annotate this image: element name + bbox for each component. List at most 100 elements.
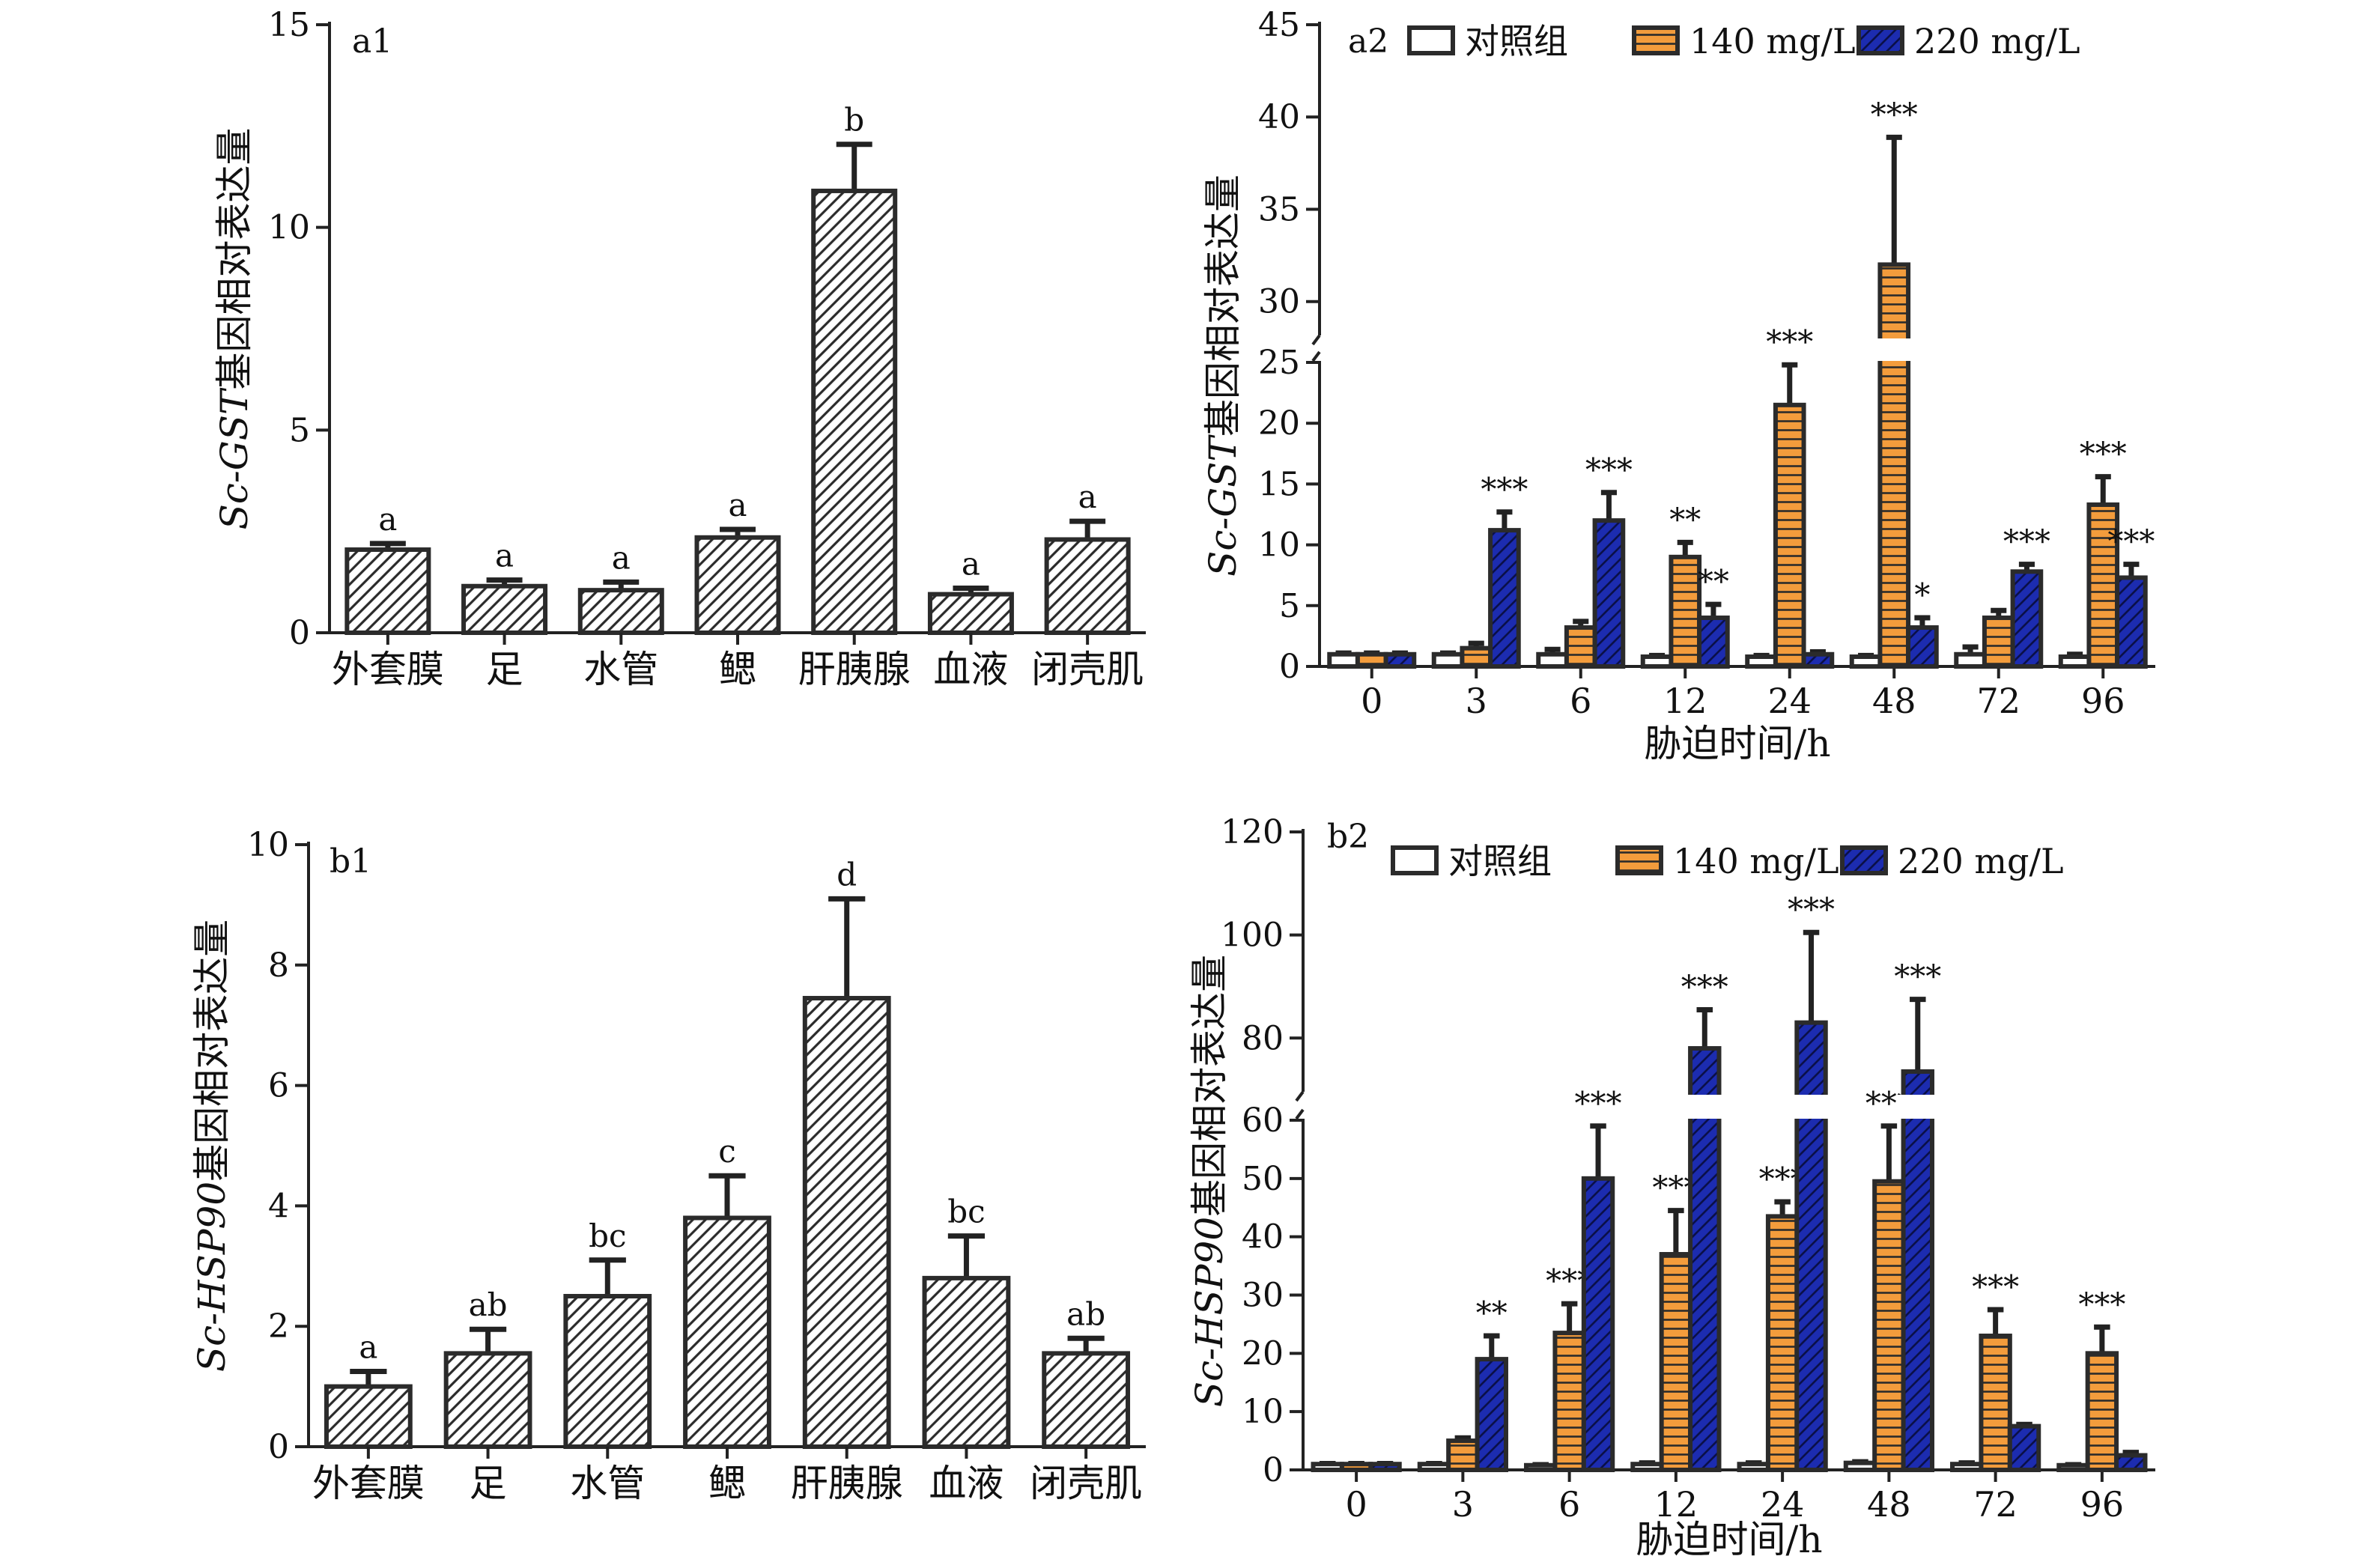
y-tick-label: 35 [1258, 190, 1300, 228]
legend-label: 对照组 [1465, 21, 1568, 61]
bar [1773, 402, 1806, 669]
bar [802, 996, 891, 1449]
y-axis-label: Sc-HSP90基因相对表达量 [190, 920, 234, 1372]
bar [811, 188, 898, 636]
y-axis-label: Sc-HSP90基因相对表达量 [1188, 955, 1231, 1407]
x-tick-label: 鳃 [719, 648, 756, 691]
significance-mark: *** [1766, 323, 1813, 360]
bar [1327, 651, 1360, 669]
y-tick-label: 0 [268, 1428, 289, 1466]
significance-letter: a [378, 501, 397, 538]
x-tick-label: 6 [1570, 681, 1591, 721]
bar [1849, 654, 1883, 669]
panel-label: b1 [330, 842, 371, 881]
bar [1044, 537, 1131, 636]
significance-letter: b [844, 102, 864, 139]
bar [1339, 1462, 1373, 1473]
x-tick-label: 0 [1361, 681, 1382, 721]
bar [1659, 1252, 1693, 1473]
x-tick-label: 96 [2081, 681, 2125, 721]
bar [1524, 1462, 1558, 1472]
significance-mark: *** [1894, 958, 1941, 995]
axis-break-gap [1895, 1095, 1940, 1119]
y-tick-label: 0 [1263, 1451, 1284, 1489]
y-axis-label-text: 基因相对表达量 [1188, 955, 1231, 1217]
bar [1460, 645, 1493, 669]
bar [1355, 651, 1388, 669]
bar [927, 592, 1014, 635]
y-tick-label: 25 [1258, 344, 1300, 382]
panel-label: b2 [1327, 818, 1369, 856]
significance-mark: *** [1575, 1085, 1622, 1122]
x-tick-label: 3 [1466, 681, 1487, 721]
bar [1640, 654, 1674, 669]
bar [2085, 1351, 2119, 1473]
y-tick-label: 20 [1258, 404, 1300, 443]
significance-mark: *** [1972, 1268, 2019, 1305]
y-axis-label-text: 基因相对表达量 [213, 128, 256, 390]
bar [1872, 1179, 1906, 1472]
bar [2115, 575, 2148, 669]
axis-break-gap [1683, 1095, 1727, 1119]
panel-label: a2 [1348, 22, 1388, 61]
x-tick-label: 足 [470, 1462, 507, 1505]
bar [922, 1275, 1011, 1449]
significance-mark: *** [1585, 452, 1633, 488]
axis-break-gap [1872, 338, 1916, 361]
bar [2058, 654, 2092, 669]
legend-swatch [1632, 25, 1680, 55]
y-tick-label: 10 [247, 826, 289, 864]
bar [1697, 616, 1730, 669]
y-axis-label-text: 基因相对表达量 [1201, 174, 1245, 437]
bar [1536, 651, 1569, 669]
y-tick-label: 100 [1221, 917, 1284, 955]
bar [1745, 654, 1778, 669]
y-tick-label: 8 [268, 946, 289, 985]
bar [1383, 651, 1417, 669]
x-tick-label: 0 [1345, 1484, 1367, 1525]
y-tick-label: 2 [268, 1307, 289, 1346]
bar [2010, 569, 2044, 669]
y-axis-label: Sc-GST基因相对表达量 [1201, 174, 1245, 577]
significance-mark: ** [1476, 1295, 1508, 1331]
bar [1488, 528, 1521, 669]
legend-label: 220 mg/L [1898, 841, 2064, 881]
x-axis-label: 胁迫时间/h [1636, 1518, 1822, 1561]
y-tick-label: 20 [1242, 1334, 1284, 1373]
x-tick-label: 肝胰腺 [798, 648, 911, 691]
axis-break-mark [1295, 1108, 1305, 1120]
bar [1581, 1176, 1615, 1473]
bar [1954, 651, 1987, 669]
y-tick-label: 6 [268, 1067, 289, 1105]
x-tick-label: 外套膜 [332, 648, 444, 691]
bar [461, 583, 548, 635]
y-tick-label: 30 [1242, 1277, 1284, 1315]
x-tick-label: 血液 [929, 1462, 1004, 1505]
significance-letter: a [612, 539, 631, 576]
axis-break-gap [1789, 1095, 1833, 1119]
significance-mark: ** [1669, 501, 1701, 538]
x-tick-label: 鳃 [708, 1462, 746, 1505]
y-tick-label: 80 [1242, 1019, 1284, 1057]
bar [1417, 1462, 1451, 1473]
bar [1552, 1331, 1586, 1473]
bar [1843, 1460, 1877, 1473]
bar [1950, 1462, 1984, 1473]
x-axis-label: 胁迫时间/h [1644, 722, 1830, 765]
x-tick-label: 48 [1867, 1484, 1911, 1525]
y-tick-label: 0 [1279, 648, 1300, 686]
significance-mark: *** [1871, 96, 1918, 133]
y-tick-label: 45 [1258, 6, 1300, 44]
y-axis-label: Sc-GST基因相对表达量 [213, 128, 256, 530]
axis-break-mark [1311, 334, 1321, 346]
bar [1042, 1351, 1131, 1450]
x-tick-label: 6 [1558, 1484, 1580, 1525]
x-tick-label: 72 [1973, 1484, 2018, 1525]
y-tick-label: 5 [1279, 587, 1300, 625]
x-tick-label: 足 [486, 648, 523, 691]
y-tick-label: 120 [1221, 813, 1284, 851]
x-tick-label: 24 [1767, 681, 1812, 721]
significance-mark: ** [1698, 563, 1729, 600]
significance-letter: c [718, 1133, 736, 1170]
x-tick-label: 96 [2080, 1484, 2125, 1525]
